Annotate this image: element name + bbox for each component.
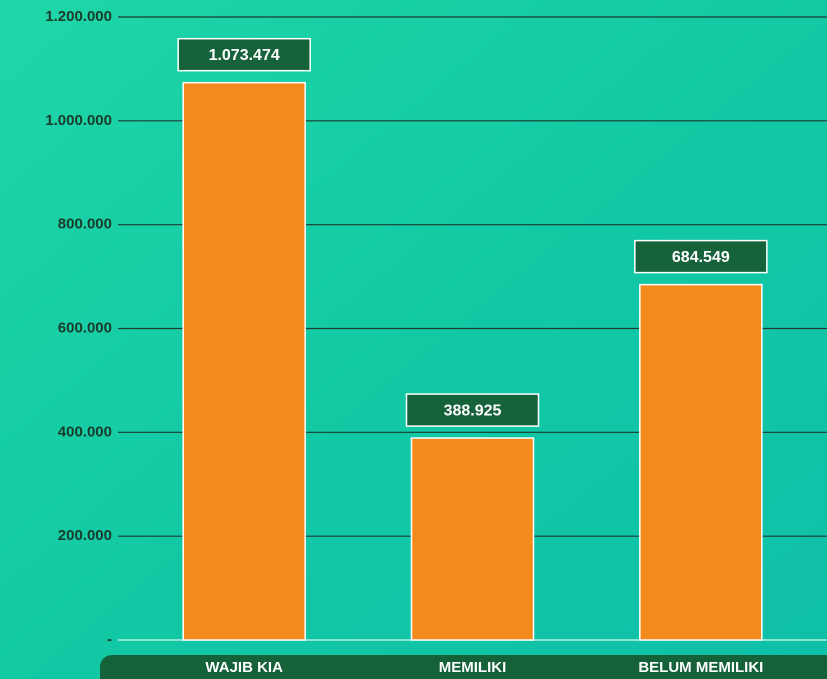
value-label: 1.073.474	[209, 47, 280, 64]
category-band	[100, 655, 827, 679]
x-tick-label: BELUM MEMILIKI	[638, 659, 763, 676]
y-tick-label: 1.000.000	[45, 112, 112, 129]
y-tick-label: 600.000	[58, 319, 112, 336]
value-label-box	[634, 239, 768, 274]
y-tick-label: 1.200.000	[45, 8, 112, 25]
value-label: 684.549	[672, 249, 730, 266]
y-tick-label: -	[107, 631, 112, 648]
x-tick-label: MEMILIKI	[439, 659, 507, 676]
value-label-box	[405, 393, 540, 427]
x-tick-label: WAJIB KIA	[205, 659, 283, 676]
y-tick-label: 400.000	[58, 423, 112, 440]
y-tick-label: 200.000	[58, 527, 112, 544]
value-label-box	[177, 37, 311, 72]
bar	[639, 283, 763, 641]
bar	[410, 437, 535, 641]
y-tick-label: 800.000	[58, 216, 112, 233]
value-label: 388.925	[444, 402, 502, 419]
bar	[182, 81, 306, 641]
